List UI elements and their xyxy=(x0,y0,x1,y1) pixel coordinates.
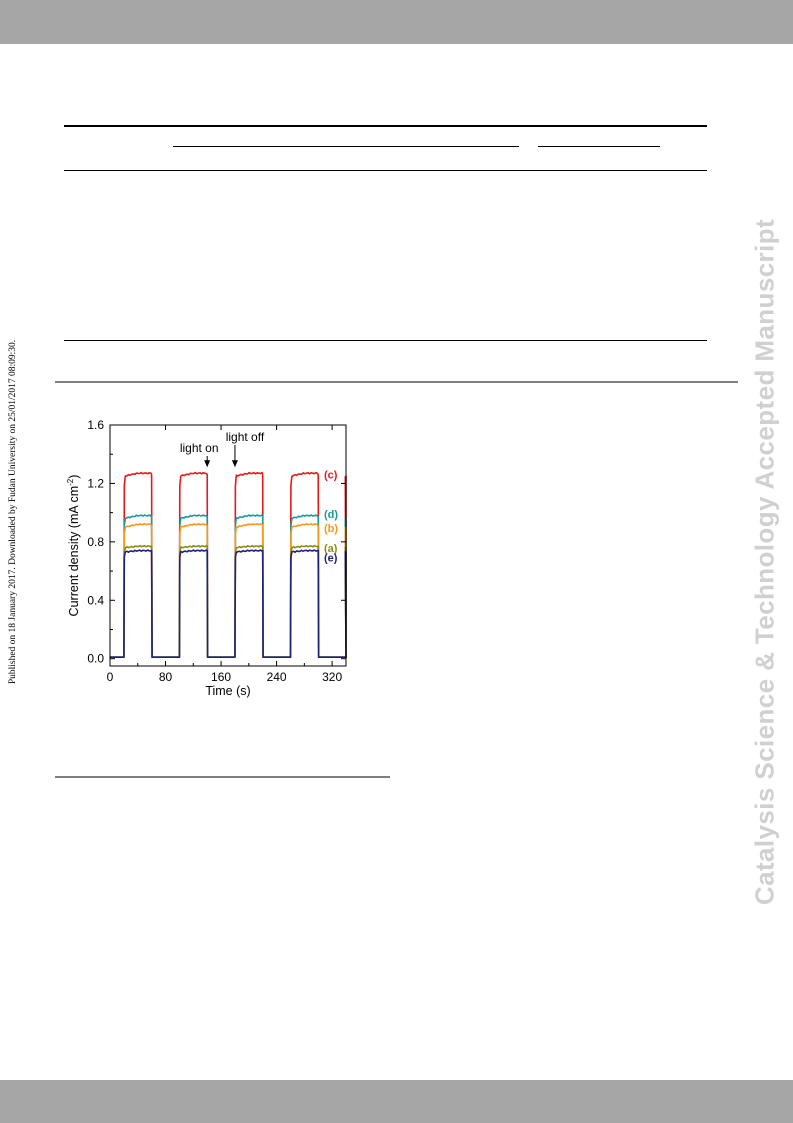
series-label-a: (a) xyxy=(324,543,338,555)
x-axis-label: Time (s) xyxy=(205,684,250,698)
x-tick-label: 240 xyxy=(267,670,287,684)
table-group-rule-left xyxy=(173,146,519,147)
footer-band xyxy=(0,1080,793,1123)
annotation-light-off: light off xyxy=(226,430,265,444)
annotation-arrow-head xyxy=(231,460,238,468)
x-tick-label: 0 xyxy=(107,670,114,684)
series-line-a xyxy=(110,544,347,658)
series-label-d: (d) xyxy=(324,509,338,521)
figure-divider xyxy=(55,776,390,778)
y-tick-label: 1.6 xyxy=(87,418,104,432)
y-tick-label: 0.8 xyxy=(87,535,104,549)
series-line-c xyxy=(110,471,347,658)
table-bottom-rule xyxy=(64,340,707,341)
series-line-d xyxy=(110,514,347,658)
series-label-e: (e) xyxy=(324,553,338,565)
annotation-arrow-head xyxy=(204,460,211,468)
x-tick-label: 160 xyxy=(211,670,231,684)
section-divider xyxy=(55,381,738,383)
photocurrent-chart: (c) (d) (b) (a)(e) 0 80 160 240 320 0.0 0.4 0.8 1.2 1… xyxy=(66,418,347,698)
series-label-c: (c) xyxy=(324,470,338,482)
header-band xyxy=(0,0,793,44)
watermark-text: Catalysis Science & Technology Accepted … xyxy=(749,218,780,906)
y-tick-label: 0.4 xyxy=(87,593,104,607)
table-header-rule xyxy=(64,170,707,171)
x-tick-label: 80 xyxy=(159,670,173,684)
table-top-rule xyxy=(64,125,707,127)
annotation-light-on: light on xyxy=(180,441,219,455)
y-tick-label: 1.2 xyxy=(87,476,104,490)
series-line-e xyxy=(110,549,347,658)
series-line-b xyxy=(110,522,347,658)
series-label-b: (b) xyxy=(324,523,338,535)
y-axis-label: Current density (mA cm-2) xyxy=(66,475,81,617)
y-tick-label: 0.0 xyxy=(87,652,104,666)
plot-frame xyxy=(109,424,347,667)
table-group-rule-right xyxy=(538,146,660,147)
x-tick-label: 320 xyxy=(322,670,342,684)
publication-note-text: Published on 18 January 2017. Downloaded… xyxy=(8,339,18,685)
